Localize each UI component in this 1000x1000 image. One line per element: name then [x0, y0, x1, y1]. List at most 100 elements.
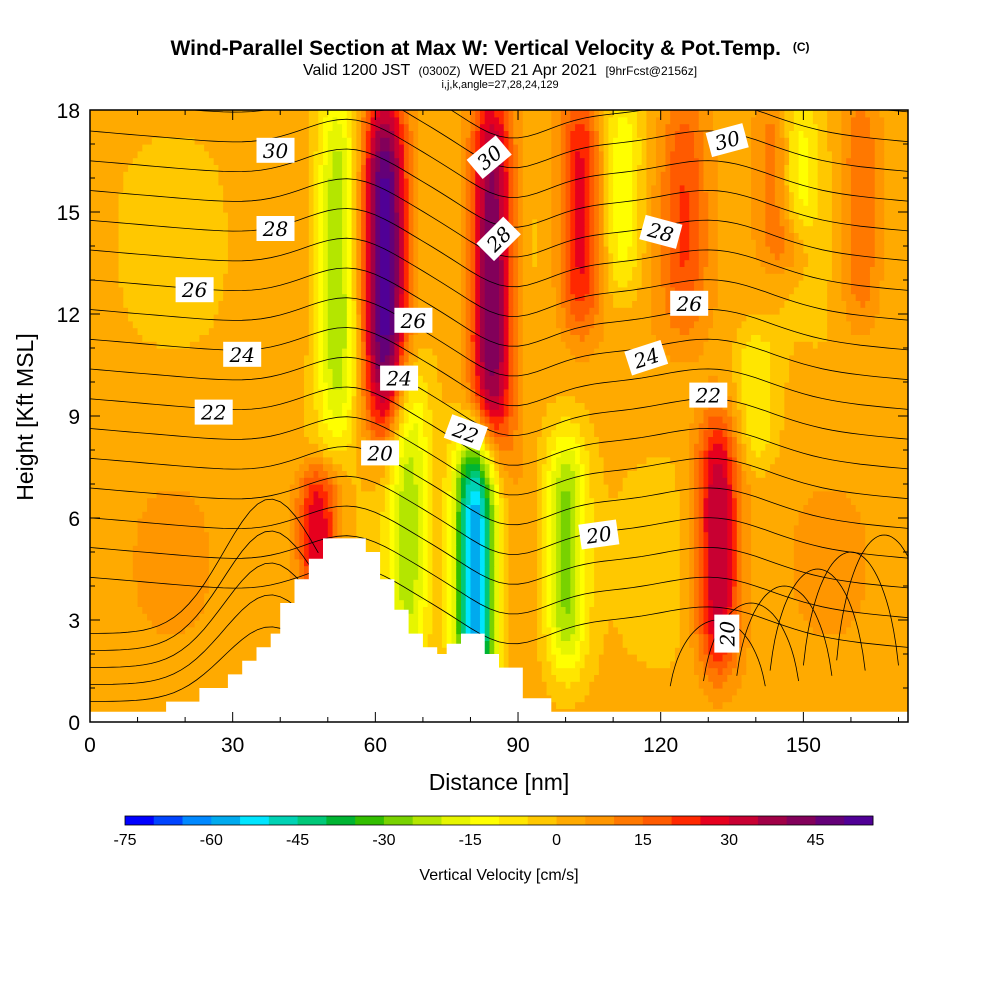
- velocity-cell: [508, 524, 538, 533]
- velocity-cell: [294, 531, 300, 539]
- velocity-cell: [318, 171, 324, 179]
- velocity-cell: [484, 198, 500, 206]
- velocity-cell: [765, 198, 776, 206]
- velocity-cell: [537, 484, 543, 492]
- velocity-cell: [513, 477, 519, 485]
- velocity-cell: [479, 259, 486, 267]
- velocity-cell: [594, 150, 600, 159]
- velocity-cell: [636, 212, 648, 220]
- velocity-cell: [746, 443, 752, 451]
- velocity-cell: [465, 518, 472, 526]
- velocity-cell: [570, 565, 576, 573]
- velocity-cell: [418, 266, 462, 274]
- velocity-cell: [323, 456, 334, 465]
- velocity-cell: [708, 654, 714, 662]
- velocity-cell: [860, 599, 908, 607]
- velocity-cell: [503, 518, 510, 526]
- velocity-cell: [356, 524, 381, 533]
- velocity-cell: [575, 586, 581, 594]
- velocity-cell: [727, 436, 733, 444]
- velocity-cell: [532, 259, 538, 267]
- velocity-cell: [441, 395, 467, 403]
- velocity-cell: [575, 205, 586, 213]
- velocity-cell: [346, 171, 353, 179]
- velocity-cell: [808, 191, 819, 199]
- velocity-cell: [575, 701, 714, 709]
- velocity-cell: [399, 123, 405, 131]
- velocity-cell: [789, 205, 795, 213]
- velocity-cell: [693, 654, 700, 662]
- velocity-cell: [503, 198, 510, 206]
- velocity-cell: [418, 572, 424, 580]
- velocity-cell: [408, 232, 414, 240]
- velocity-cell: [361, 164, 367, 172]
- velocity-cell: [732, 422, 738, 431]
- velocity-cell: [489, 579, 495, 587]
- velocity-cell: [422, 429, 434, 437]
- low-level-isentropes: [90, 498, 908, 702]
- velocity-cell: [594, 518, 681, 526]
- velocity-cell: [589, 171, 595, 179]
- y-axis-label: Height [Kft MSL]: [12, 333, 38, 500]
- velocity-cell: [708, 504, 728, 512]
- velocity-cell: [332, 531, 338, 539]
- velocity-cell: [227, 212, 310, 220]
- velocity-cell: [703, 538, 709, 546]
- velocity-cell: [375, 171, 395, 179]
- velocity-cell: [869, 116, 885, 125]
- velocity-cell: [584, 198, 590, 206]
- velocity-cell: [513, 395, 519, 403]
- velocity-cell: [90, 137, 153, 145]
- velocity-cell: [132, 552, 210, 560]
- velocity-cell: [403, 150, 410, 159]
- velocity-cell: [465, 490, 472, 499]
- velocity-cell: [223, 205, 310, 213]
- velocity-cell: [446, 504, 453, 512]
- velocity-cell: [708, 470, 714, 478]
- velocity-cell: [646, 130, 657, 138]
- velocity-cell: [546, 511, 552, 519]
- velocity-cell: [479, 327, 486, 335]
- velocity-cell: [584, 565, 595, 573]
- velocity-cell: [741, 429, 747, 437]
- velocity-cell: [869, 130, 885, 138]
- velocity-cell: [846, 157, 876, 165]
- velocity-cell: [451, 470, 457, 478]
- contour-label: 26: [394, 307, 433, 333]
- velocity-cell: [693, 558, 700, 567]
- velocity-cell: [518, 246, 524, 254]
- velocity-cell: [860, 300, 866, 308]
- velocity-cell: [418, 273, 462, 281]
- velocity-cell: [598, 198, 605, 206]
- velocity-cell: [594, 524, 681, 533]
- velocity-cell: [551, 184, 562, 193]
- velocity-cell: [508, 368, 514, 376]
- velocity-cell: [484, 545, 491, 553]
- velocity-cell: [370, 116, 376, 125]
- velocity-cell: [741, 504, 752, 512]
- velocity-cell: [494, 613, 500, 621]
- velocity-cell: [418, 150, 462, 159]
- velocity-cell: [403, 137, 410, 145]
- velocity-cell: [703, 565, 709, 573]
- velocity-cell: [470, 606, 481, 614]
- velocity-cell: [351, 130, 357, 138]
- isentrope-line: [90, 565, 908, 648]
- velocity-cell: [841, 184, 852, 193]
- velocity-cell: [641, 150, 648, 159]
- velocity-cell: [323, 171, 334, 179]
- velocity-cell: [346, 116, 353, 125]
- velocity-cell: [703, 293, 719, 301]
- velocity-cell: [850, 212, 876, 220]
- velocity-cell: [698, 463, 705, 471]
- velocity-cell: [884, 164, 908, 172]
- velocity-cell: [365, 388, 372, 397]
- velocity-cell: [793, 348, 908, 356]
- velocity-cell: [365, 232, 372, 240]
- velocity-cell: [698, 450, 705, 458]
- velocity-cell: [323, 130, 329, 138]
- velocity-cell: [670, 320, 695, 329]
- velocity-cell: [789, 178, 800, 186]
- velocity-cell: [375, 150, 381, 159]
- velocity-cell: [427, 388, 443, 397]
